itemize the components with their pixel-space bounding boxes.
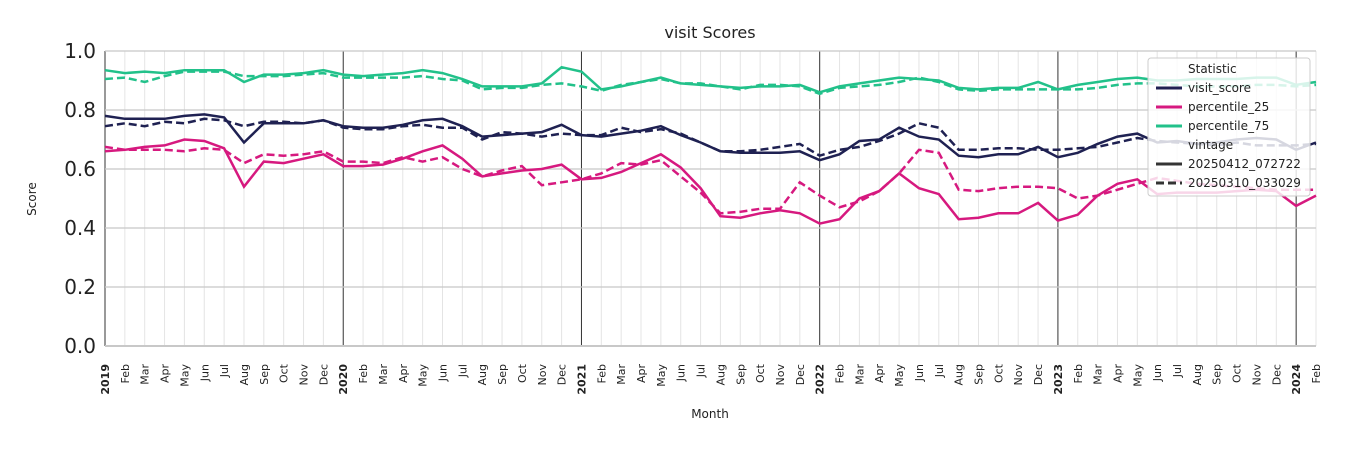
legend-label: 20250310_033029 <box>1188 176 1301 190</box>
x-tick-label: Feb <box>834 364 847 383</box>
x-tick-label: Nov <box>1250 364 1263 386</box>
y-tick-label: 0.8 <box>64 98 96 122</box>
x-tick-label: Feb <box>1072 364 1085 383</box>
x-tick-label: Jul <box>933 364 946 378</box>
x-tick-label: Jun <box>1151 364 1164 382</box>
x-tick-label: Jun <box>198 364 211 382</box>
x-tick-label: Feb <box>357 364 370 383</box>
x-tick-label: Dec <box>794 364 807 385</box>
x-tick-label: Sep <box>496 364 509 385</box>
x-tick-label: Jul <box>456 364 469 378</box>
x-tick-label: 2024 <box>1290 364 1303 395</box>
y-axis-label: Score <box>25 182 39 216</box>
x-tick-label: Apr <box>397 364 410 384</box>
x-tick-label: 2019 <box>99 364 112 395</box>
series-line <box>104 70 1317 96</box>
legend-label: percentile_25 <box>1188 100 1269 114</box>
y-tick-label: 1.0 <box>64 39 96 63</box>
x-tick-label: Nov <box>1012 364 1025 386</box>
x-tick-label: Aug <box>953 364 966 385</box>
y-tick-label: 0.2 <box>64 275 96 299</box>
legend-label: 20250412_072722 <box>1188 157 1301 171</box>
x-tick-label: May <box>417 364 430 387</box>
x-tick-label: Oct <box>992 363 1005 383</box>
x-tick-label: Feb <box>595 364 608 383</box>
series-line <box>104 138 1317 225</box>
x-tick-label: Nov <box>298 364 311 386</box>
chart-title: visit Scores <box>664 23 755 42</box>
x-tick-label: Apr <box>873 364 886 384</box>
x-tick-label: Mar <box>615 364 628 385</box>
x-tick-label: Apr <box>159 364 172 384</box>
x-tick-label: Sep <box>734 364 747 385</box>
x-tick-label: Feb <box>1310 364 1323 383</box>
series-line <box>104 65 1317 94</box>
x-tick-label: Jul <box>695 364 708 378</box>
x-tick-label: Nov <box>774 364 787 386</box>
x-tick-label: Oct <box>516 363 529 383</box>
x-tick-label: 2020 <box>337 364 350 395</box>
y-tick-label: 0.4 <box>64 216 96 240</box>
x-tick-label: Jul <box>1171 364 1184 378</box>
x-tick-label: 2023 <box>1052 364 1065 395</box>
x-tick-label: Jul <box>218 364 231 378</box>
x-tick-label: Jun <box>675 364 688 382</box>
x-tick-label: Dec <box>556 364 569 385</box>
x-tick-label: May <box>655 364 668 387</box>
x-tick-label: Aug <box>238 364 251 385</box>
x-tick-label: May <box>893 364 906 387</box>
x-tick-label: Nov <box>536 364 549 386</box>
x-tick-label: May <box>1131 364 1144 387</box>
x-tick-label: Sep <box>973 364 986 385</box>
legend: Statistic visit_score percentile_25percent… <box>1147 57 1311 197</box>
series-line <box>104 117 1317 158</box>
x-tick-label: Apr <box>635 364 648 384</box>
legend-box <box>1147 57 1311 197</box>
x-tick-label: Oct <box>278 363 291 383</box>
x-tick-label: Aug <box>1191 364 1204 385</box>
series-line <box>104 145 1316 215</box>
x-tick-label: Mar <box>1092 364 1105 385</box>
y-tick-label: 0.0 <box>64 334 96 358</box>
legend-label: visit_score <box>1188 81 1251 95</box>
x-tick-label: Oct <box>754 363 767 383</box>
x-tick-label: Mar <box>853 364 866 385</box>
x-tick-label: Aug <box>714 364 727 385</box>
x-tick-label: Jun <box>913 364 926 382</box>
x-tick-label: Sep <box>1211 364 1224 385</box>
x-tick-label: Mar <box>139 364 152 385</box>
x-tick-label: Dec <box>317 364 330 385</box>
x-tick-label: 2022 <box>814 364 827 395</box>
x-tick-label: Sep <box>258 364 271 385</box>
x-tick-label: Aug <box>476 364 489 385</box>
x-tick-label: Dec <box>1032 364 1045 385</box>
x-tick-label: Mar <box>377 364 390 385</box>
x-tick-label: Dec <box>1270 364 1283 385</box>
legend-label: percentile_75 <box>1188 119 1269 133</box>
x-tick-label: 2021 <box>575 364 588 395</box>
legend-title: Statistic <box>1188 62 1237 76</box>
x-tick-label: May <box>178 364 191 387</box>
x-tick-label: Apr <box>1111 364 1124 384</box>
x-tick-label: Feb <box>119 364 132 383</box>
x-tick-label: Jun <box>436 364 449 382</box>
legend-title: vintage <box>1188 138 1233 152</box>
x-axis-label: Month <box>691 407 729 421</box>
y-tick-label: 0.6 <box>64 157 96 181</box>
x-tick-label: Oct <box>1231 363 1244 383</box>
